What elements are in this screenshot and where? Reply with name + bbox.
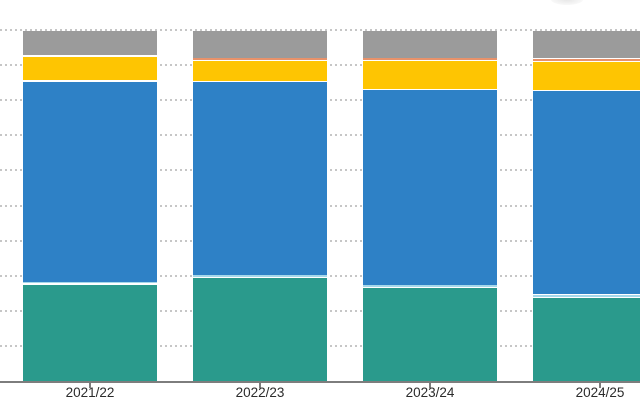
faint-circle-artifact xyxy=(551,0,583,5)
stacked-bar-2021-22 xyxy=(23,30,157,381)
x-axis-label: 2023/24 xyxy=(405,385,455,400)
orange-segment[interactable] xyxy=(533,59,640,61)
teal-segment[interactable] xyxy=(363,288,497,381)
gridline xyxy=(0,29,640,31)
x-axis-label: 2024/25 xyxy=(575,385,625,400)
x-axis-line xyxy=(0,381,640,383)
blue-segment[interactable] xyxy=(193,81,327,275)
stacked-bar-2024-25 xyxy=(533,30,640,381)
gray-segment[interactable] xyxy=(23,31,157,55)
axis-tick xyxy=(89,383,91,388)
orange-segment[interactable] xyxy=(363,58,497,60)
light-blue-segment[interactable] xyxy=(193,275,327,277)
axis-tick xyxy=(259,383,261,388)
light-blue-segment[interactable] xyxy=(533,295,640,297)
orange-segment[interactable] xyxy=(193,57,327,60)
x-axis-label: 2022/23 xyxy=(235,385,285,400)
yellow-segment[interactable] xyxy=(193,60,327,81)
axis-tick xyxy=(599,383,601,388)
stacked-bar-2022-23 xyxy=(193,30,327,381)
teal-segment[interactable] xyxy=(23,284,157,381)
yellow-segment[interactable] xyxy=(23,56,157,81)
stacked-bar-2023-24 xyxy=(363,30,497,381)
blue-segment[interactable] xyxy=(23,81,157,282)
yellow-segment[interactable] xyxy=(533,62,640,90)
blue-segment[interactable] xyxy=(533,91,640,294)
light-blue-segment[interactable] xyxy=(23,281,157,284)
gray-segment[interactable] xyxy=(193,31,327,58)
blue-segment[interactable] xyxy=(363,90,497,285)
gray-segment[interactable] xyxy=(533,31,640,59)
teal-segment[interactable] xyxy=(193,278,327,381)
yellow-segment[interactable] xyxy=(363,61,497,89)
x-axis-label: 2021/22 xyxy=(65,385,115,400)
gray-segment[interactable] xyxy=(363,31,497,58)
light-blue-segment[interactable] xyxy=(363,285,497,287)
teal-segment[interactable] xyxy=(533,298,640,381)
axis-tick xyxy=(429,383,431,388)
